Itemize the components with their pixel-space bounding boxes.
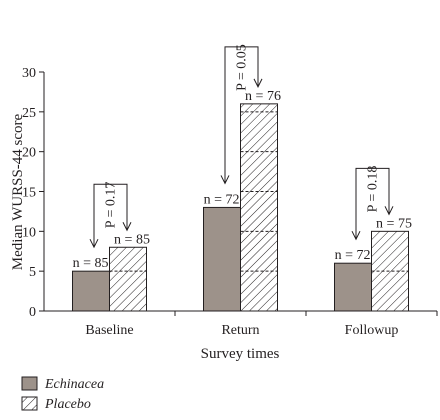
legend: Echinacea Placebo — [21, 376, 104, 412]
arrow-head — [122, 222, 132, 232]
p-value-label: P = 0.17 — [104, 182, 119, 229]
y-tick-label: 15 — [22, 186, 36, 201]
n-label: n = 72 — [335, 248, 371, 263]
legend-label: Placebo — [44, 397, 91, 412]
bar-echinacea-return — [203, 206, 241, 312]
y-tick-label: 25 — [22, 106, 36, 121]
bar-placebo-baseline — [109, 246, 147, 312]
legend-swatch-placebo — [21, 396, 38, 411]
n-label: n = 75 — [376, 216, 412, 231]
x-tick-label: Followup — [345, 323, 399, 338]
n-label: n = 85 — [114, 232, 150, 247]
y-tick-label: 10 — [22, 225, 36, 240]
p-value-label: P = 0.18 — [366, 166, 381, 213]
n-label: n = 76 — [245, 89, 281, 104]
legend-swatch-echinacea — [21, 376, 38, 391]
p-value-bracket — [224, 46, 259, 184]
bar-placebo-return — [240, 103, 278, 312]
x-axis-title: Survey times — [201, 346, 280, 362]
y-axis-title: Median WURSS-44 score — [10, 113, 26, 270]
y-axis: 0 5 10 15 20 25 30 — [22, 66, 45, 320]
y-tick-label: 0 — [29, 305, 36, 320]
p-value-label: P = 0.05 — [235, 44, 250, 91]
y-tick-label: 5 — [29, 265, 36, 280]
y-tick-label: 20 — [22, 146, 36, 161]
y-tick-label: 30 — [22, 66, 36, 81]
x-tick-label: Baseline — [85, 323, 133, 338]
bars — [72, 103, 409, 312]
arrow-head — [351, 230, 361, 241]
arrow-head — [253, 78, 263, 88]
arrow-head — [384, 206, 394, 216]
bar-echinacea-baseline — [72, 270, 110, 312]
bar-echinacea-followup — [334, 262, 372, 312]
p-value-bracket — [93, 183, 128, 248]
x-axis: Baseline Return Followup — [44, 310, 438, 338]
arrow-head — [89, 238, 99, 249]
legend-label: Echinacea — [44, 377, 104, 392]
annotations: n = 85 n = 85 P = 0.17 n = 72 n = 76P = 0.05… — [73, 44, 412, 271]
x-tick-label: Return — [221, 323, 259, 338]
arrow-head — [220, 175, 230, 185]
p-value-bracket — [355, 167, 390, 240]
n-label: n = 85 — [73, 256, 109, 271]
n-label: n = 72 — [204, 192, 240, 207]
